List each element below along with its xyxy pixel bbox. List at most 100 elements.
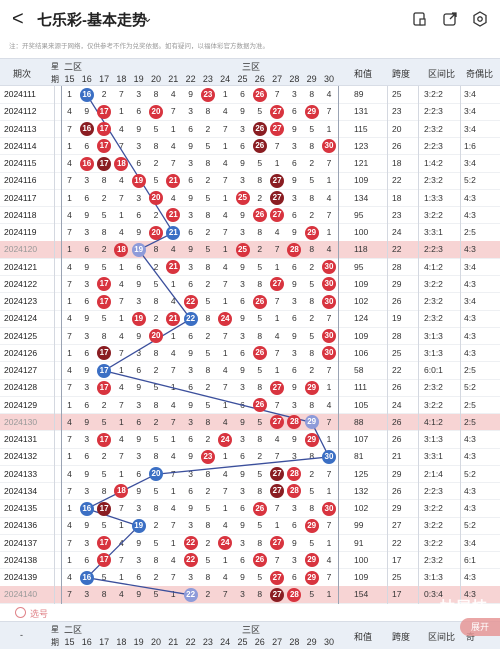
table-row[interactable]: 20241167384951627384951109222:3:25:2 xyxy=(0,172,500,190)
table-row[interactable]: 20241407384951627384951154170:3:44:3 xyxy=(0,586,500,604)
period-cell: 2024120 xyxy=(4,244,38,255)
table-row[interactable]: 20241381627384951627384100172:3:26:1 xyxy=(0,552,500,570)
table-row[interactable]: 2024121495162738495162795284:1:23:4 xyxy=(0,259,500,276)
drawn-number-ball: 17 xyxy=(97,432,112,447)
period-cell: 2024136 xyxy=(4,520,38,531)
number-cell: 7 xyxy=(326,106,332,117)
number-cell: 1 xyxy=(119,313,124,324)
expand-button[interactable]: 展开 xyxy=(460,618,500,636)
number-cell: 1 xyxy=(119,416,124,427)
table-row[interactable]: 2024127495162738495162758226:0:12:5 xyxy=(0,362,500,380)
table-row[interactable]: 2024130495162738495162788264:1:22:5 xyxy=(0,413,500,432)
number-cell: 2 xyxy=(153,572,159,582)
table-row[interactable]: 20241334951627384951627125292:1:45:2 xyxy=(0,466,500,483)
number-cell: 7 xyxy=(222,485,228,496)
table-row[interactable]: 2024137738495162738495191223:2:23:4 xyxy=(0,535,500,552)
table-footer: - 星期 二区 三区 15 16 17 18 19 20 21 22 23 24 25 26 27 28 2… xyxy=(0,621,500,649)
number-cell: 3 xyxy=(136,451,142,462)
table-row[interactable]: 20241231627384951627384102262:3:23:4 xyxy=(0,293,500,311)
table-row[interactable]: 20241124951627384951627131232:2:33:4 xyxy=(0,103,500,121)
chevron-down-icon[interactable]: ⌄ xyxy=(142,10,153,25)
number-cell: 3 xyxy=(84,278,90,289)
drawn-number-ball: 27 xyxy=(270,173,285,188)
number-cell: 4 xyxy=(170,89,176,99)
table-row[interactable]: 20241227384951627384951109293:2:24:3 xyxy=(0,276,500,294)
sum-cell: 121 xyxy=(354,158,369,168)
table-row[interactable]: 20241347384951627384951132262:2:34:3 xyxy=(0,483,500,501)
page-title[interactable]: 七乐彩-基本走势 xyxy=(37,12,147,29)
number-cell: 7 xyxy=(67,382,72,393)
table-row[interactable]: 20241154951627384951627121181:4:23:4 xyxy=(0,155,500,173)
settings-icon[interactable] xyxy=(472,11,488,27)
back-button[interactable]: < xyxy=(12,8,24,30)
table-row[interactable]: 20241291627384951627384105243:2:22:5 xyxy=(0,397,500,414)
number-cell: 6 xyxy=(292,261,297,272)
period-cell: 2024115 xyxy=(4,158,37,168)
pick-circle-icon[interactable] xyxy=(15,607,26,618)
period-cell: 2024135 xyxy=(4,503,38,513)
table-row[interactable]: 20241261627384951627384106253:1:34:3 xyxy=(0,345,500,363)
table-row[interactable]: 2024111162738495162738489253:2:23:4 xyxy=(0,86,500,104)
footer-number-21: 21 xyxy=(168,637,179,647)
number-cell: 8 xyxy=(153,296,159,306)
oe-cell: 4:3 xyxy=(464,192,476,203)
table-row[interactable]: 20241201627384951627384118222:2:34:3 xyxy=(0,241,500,259)
number-cell: 7 xyxy=(326,209,332,220)
table-row[interactable]: 20241137384951627384951115202:3:23:4 xyxy=(0,121,500,138)
number-cell: 2 xyxy=(309,158,315,168)
header-number-28: 28 xyxy=(289,74,300,84)
table-row[interactable]: 2024132162738495162738481213:3:14:3 xyxy=(0,448,500,466)
number-cell: 4 xyxy=(326,192,332,203)
table-row[interactable]: 20241197384951627384951100243:3:12:5 xyxy=(0,224,500,242)
number-cell: 8 xyxy=(309,296,315,306)
drawn-number-ball: 16 xyxy=(79,122,94,137)
number-cell: 6 xyxy=(84,244,90,255)
table-row[interactable]: 20241171627384951627384134181:3:34:3 xyxy=(0,190,500,207)
table-row[interactable]: 20241394951627384951627109253:1:34:3 xyxy=(0,569,500,587)
number-cell: 6 xyxy=(136,209,142,220)
column-divider xyxy=(418,86,419,604)
table-row[interactable]: 20241244951627384951627124192:3:24:3 xyxy=(0,310,500,328)
number-cell: 1 xyxy=(326,227,332,237)
table-row[interactable]: 2024136495162738495162799273:2:25:2 xyxy=(0,517,500,535)
number-cell: 8 xyxy=(257,227,263,237)
table-row[interactable]: 20241351627384951627384102293:2:24:3 xyxy=(0,500,500,518)
number-cell: 7 xyxy=(274,347,280,358)
number-cell: 3 xyxy=(136,399,142,410)
number-cell: 6 xyxy=(136,261,142,272)
number-cell: 7 xyxy=(222,330,228,341)
table-row[interactable]: 20241141627384951627384123262:2:31:6 xyxy=(0,138,500,156)
span-cell: 26 xyxy=(392,434,402,444)
ratio-cell: 3:2:2 xyxy=(424,503,443,513)
number-cell: 4 xyxy=(222,158,228,168)
number-cell: 9 xyxy=(292,278,297,289)
footer-number-15: 15 xyxy=(64,637,75,647)
number-cell: 8 xyxy=(101,589,107,600)
oe-cell: 2:5 xyxy=(464,416,476,427)
number-cell: 8 xyxy=(205,468,211,479)
table-row[interactable]: 20241257384951627384951109283:1:34:3 xyxy=(0,328,500,345)
number-cell: 1 xyxy=(274,365,280,375)
ratio-cell: 2:2:3 xyxy=(424,485,443,496)
number-cell: 6 xyxy=(136,468,142,479)
drawn-number-ball: 26 xyxy=(252,87,267,102)
pick-row[interactable]: 选号 xyxy=(0,604,500,621)
ratio-cell: 4:1:2 xyxy=(424,416,443,427)
number-cell: 4 xyxy=(170,554,176,565)
calculator-icon[interactable] xyxy=(411,11,427,27)
table-row[interactable]: 20241317384951627384951107263:1:34:3 xyxy=(0,431,500,449)
period-cell: 2024131 xyxy=(4,434,38,444)
ratio-cell: 2:3:2 xyxy=(424,296,443,306)
number-cell: 5 xyxy=(101,572,107,582)
footer-zone3: 三区 xyxy=(242,625,261,635)
number-cell: 7 xyxy=(67,175,72,186)
number-cell: 4 xyxy=(222,365,228,375)
span-cell: 23 xyxy=(392,106,402,117)
number-cell: 6 xyxy=(292,106,297,117)
number-cell: 2 xyxy=(205,278,211,289)
number-cell: 1 xyxy=(67,503,72,513)
share-icon[interactable] xyxy=(442,11,458,27)
number-cell: 1 xyxy=(119,520,124,531)
table-row[interactable]: 2024118495162738495162795233:2:24:3 xyxy=(0,207,500,225)
table-row[interactable]: 20241287384951627384951111262:3:25:2 xyxy=(0,379,500,397)
